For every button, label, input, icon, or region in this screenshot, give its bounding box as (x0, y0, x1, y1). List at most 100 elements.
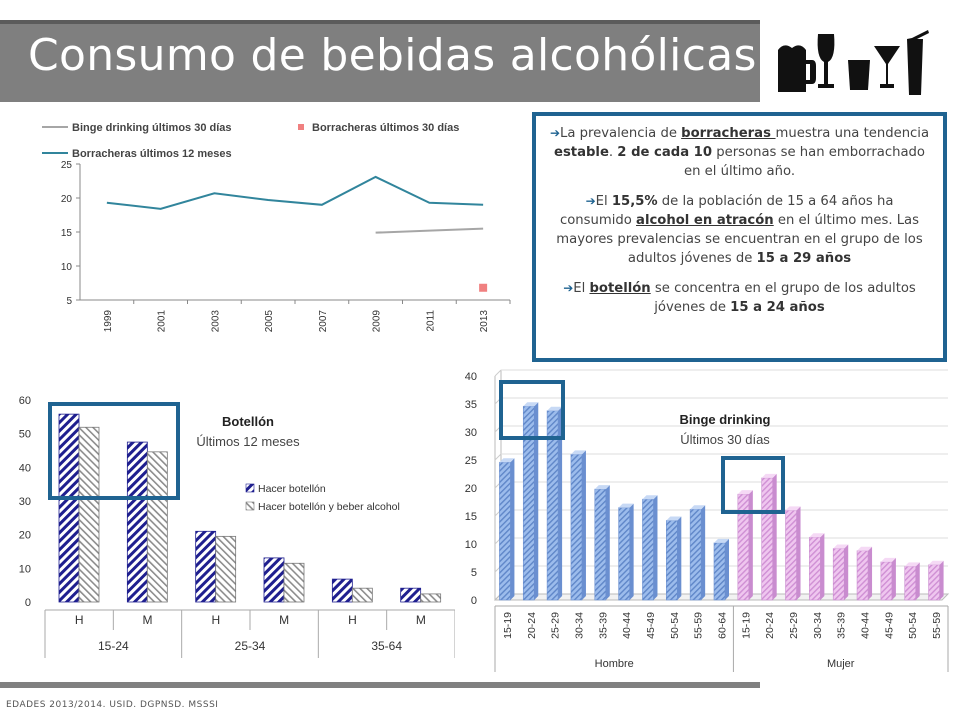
legend-swatch (298, 124, 304, 130)
y-tick-label: 60 (19, 395, 31, 407)
bar-top (594, 485, 610, 490)
y-tick-label: 20 (465, 483, 477, 495)
y-tick-label: 40 (19, 462, 31, 474)
info-box: ➔La prevalencia de borracheras muestra u… (532, 112, 947, 362)
x-category-label: 60-64 (717, 612, 729, 639)
x-tick-label: 2011 (425, 310, 436, 332)
x-category-label: 25-29 (788, 612, 800, 639)
x-category-label: 15-19 (740, 612, 752, 639)
bar-hacer-botellon (126, 441, 148, 603)
arrow-right-icon: ➔ (585, 194, 596, 208)
y-tick-label: 15 (61, 228, 73, 239)
y-tick-label: 50 (19, 429, 31, 441)
x-category-label: 55-59 (693, 612, 705, 639)
bar-front (713, 542, 726, 601)
bar-botellon-beber-alcohol (215, 535, 237, 603)
x-tick-label: 2007 (318, 310, 329, 333)
x-category-label: 25-29 (550, 612, 562, 639)
legend-swatch (245, 501, 255, 511)
line-chart: Binge drinking últimos 30 días Borrachera… (42, 122, 511, 333)
bar-top (785, 506, 801, 511)
x-group-label: 25-34 (235, 639, 266, 653)
bar-hombre (570, 450, 586, 601)
y-tick-label: 0 (25, 597, 31, 609)
bar-side (748, 490, 753, 600)
bar-mujer (880, 557, 896, 601)
bar-hombre (522, 402, 539, 601)
x-category-label: H (75, 613, 84, 627)
bar-hombre (618, 503, 634, 601)
bar-top (833, 544, 849, 549)
bar-top (737, 490, 753, 495)
x-tick-label: 1999 (103, 310, 114, 333)
x-category-label: H (348, 613, 357, 627)
series-line-borracheras-12m (106, 175, 484, 210)
binge-chart: 0 5 10 15 20 25 30 35 40 15-19 20-24 25-29 30-34 35-3… (465, 369, 950, 672)
bar-top (904, 562, 920, 567)
y-tick-label: 15 (465, 511, 477, 523)
chart-subtitle: Últimos 30 días (680, 432, 770, 447)
bar-mujer (737, 490, 753, 601)
x-category-label: 35-39 (597, 612, 609, 639)
bar-hacer-botellon (195, 530, 217, 603)
arrow-right-icon: ➔ (563, 281, 574, 295)
bar-front (689, 508, 702, 601)
wine-glass-icon (817, 34, 835, 88)
x-tick-label: 2013 (479, 310, 490, 333)
x-category-label: M (143, 613, 153, 627)
bar-side (581, 450, 586, 600)
bar-side (939, 560, 944, 600)
y-tick-label: 5 (471, 567, 477, 579)
chart-title: Botellón (222, 414, 274, 429)
bar-side (820, 533, 825, 600)
chart-title: Binge drinking (680, 412, 771, 427)
bar-mujer (928, 560, 944, 601)
bar-side (677, 516, 682, 600)
legend-swatch (245, 483, 255, 493)
bar-side (558, 406, 563, 600)
bar-hombre (546, 406, 563, 601)
bar-front (666, 520, 678, 601)
x-category-label: 20-24 (764, 612, 776, 639)
x-category-label: 30-34 (573, 612, 585, 639)
x-group-label: Hombre (595, 658, 634, 670)
x-category-label: 30-34 (812, 612, 824, 639)
bar-hacer-botellon (400, 587, 422, 603)
bar-side (796, 506, 801, 600)
arrow-right-icon: ➔ (549, 126, 560, 140)
bar-mujer (785, 506, 801, 601)
grid-line (494, 369, 502, 377)
x-group-label: 15-24 (98, 639, 129, 653)
bar-front (809, 536, 821, 601)
bar-side (868, 546, 873, 600)
y-tick-label: 0 (471, 595, 477, 607)
bar-front (570, 454, 583, 601)
bar-mujer (832, 544, 849, 601)
bar-front (642, 498, 654, 601)
bar-top (523, 402, 539, 407)
bar-top (928, 560, 944, 565)
bar-mujer (809, 533, 825, 601)
bar-top (690, 505, 706, 510)
bar-top (761, 473, 777, 478)
bar-front (761, 477, 773, 601)
x-category-label: H (211, 613, 220, 627)
highlight-box-mujer-15-24 (721, 456, 785, 514)
x-group-label: 35-64 (371, 639, 402, 653)
legend-label: Hacer botellón y beber alcohol (258, 501, 400, 513)
bar-hombre (713, 538, 729, 601)
y-tick-label: 30 (19, 496, 31, 508)
cocktail-glass-icon (874, 46, 900, 88)
bar-top (570, 450, 586, 455)
bar-hombre (666, 516, 682, 601)
x-category-label: 45-49 (883, 612, 895, 639)
bar-side (534, 402, 539, 600)
info-paragraph-2: ➔El 15,5% de la población de 15 a 64 año… (556, 194, 923, 266)
x-category-label: 15-19 (502, 612, 514, 639)
bar-top (809, 533, 825, 538)
bar-side (725, 538, 729, 600)
tumbler-icon (848, 60, 870, 90)
x-tick-label: 2009 (372, 310, 383, 333)
drinks-logo (772, 20, 942, 102)
y-tick-label: 10 (61, 262, 73, 273)
